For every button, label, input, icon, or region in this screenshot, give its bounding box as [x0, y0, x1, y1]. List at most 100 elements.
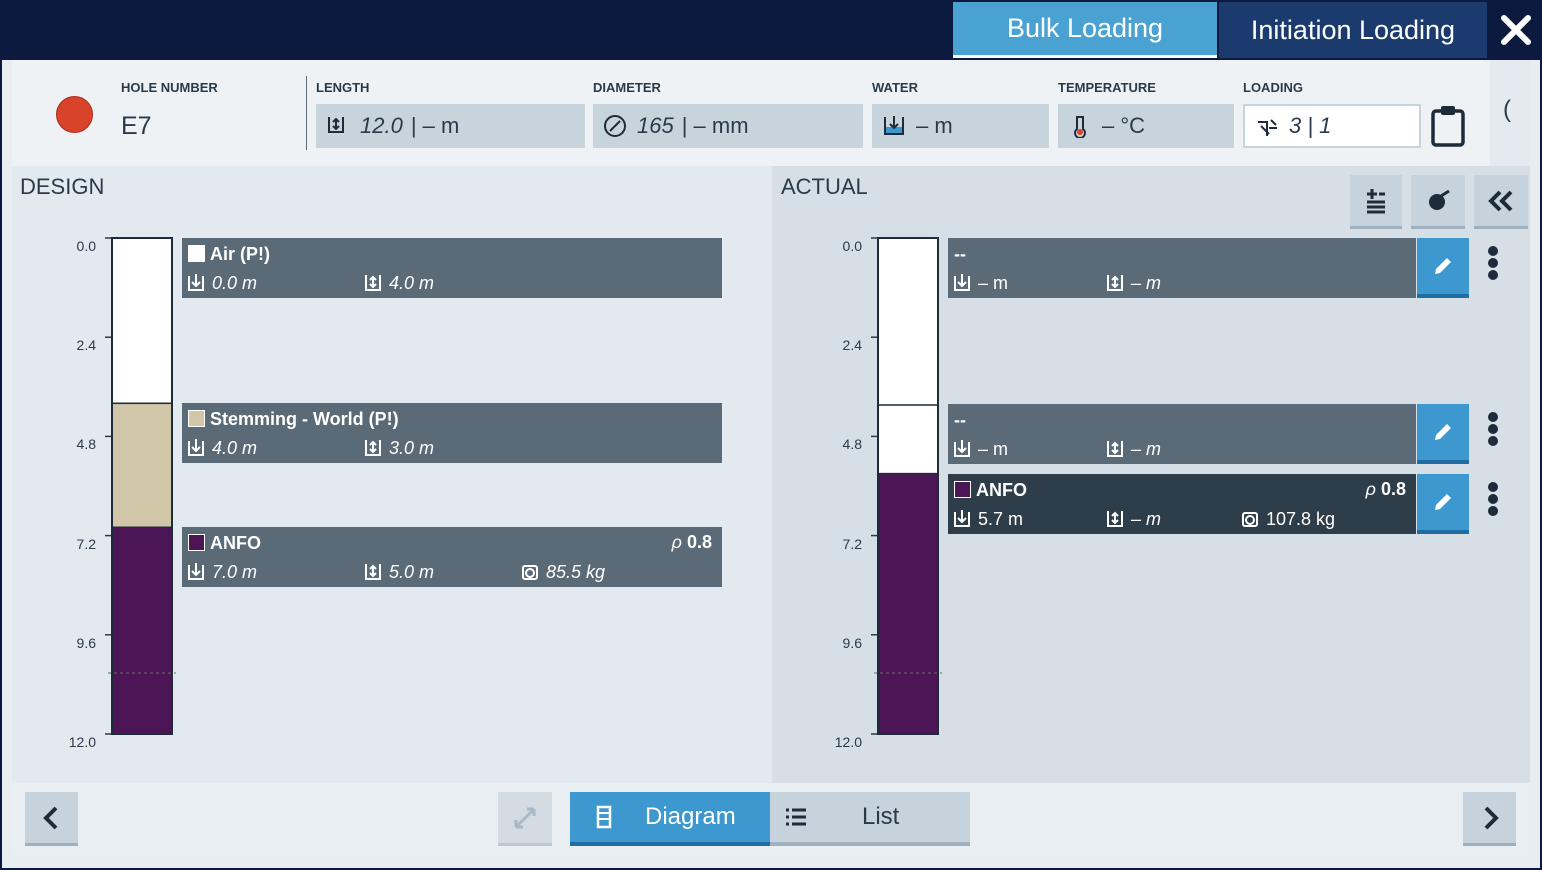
deck-depth: – m [978, 273, 1009, 293]
length-icon [365, 275, 381, 291]
deck-name: ANFO [976, 479, 1027, 500]
collapse-button[interactable] [1474, 175, 1528, 229]
deck-card: ANFO ρ 0.8 5.7 m – m 107.8 kg [948, 473, 1416, 534]
more-dot [1488, 412, 1498, 422]
deck-swatch [954, 480, 971, 498]
diameter-icon [604, 115, 626, 137]
icon-cup [1107, 510, 1123, 527]
icon-arrow [191, 439, 201, 453]
field-actual-value: | – m [410, 113, 460, 138]
primer-icon [1429, 189, 1450, 210]
temp-icon [1074, 116, 1086, 138]
icon-arrow [957, 440, 967, 454]
primer-button[interactable] [1411, 175, 1465, 229]
length-icon [1107, 275, 1123, 291]
more-dot [1488, 424, 1498, 434]
deck-card: -- – m – m [948, 404, 1416, 464]
edit-button[interactable] [1417, 238, 1469, 298]
previous-button[interactable] [25, 792, 78, 846]
more-icon [1488, 246, 1498, 280]
deck-length: – m [1131, 439, 1162, 459]
icon-arrow [1111, 441, 1119, 455]
field-box[interactable]: 3 | 1 [1243, 104, 1421, 148]
icon-part [1488, 190, 1513, 211]
tick-label: 4.8 [842, 436, 862, 453]
edit-button[interactable] [1417, 404, 1469, 464]
column-segment [877, 472, 939, 735]
tab-bulk-loading[interactable]: Bulk Loading [953, 2, 1217, 58]
depth-icon [188, 274, 204, 291]
list-icon [786, 808, 806, 826]
tick-label: 2.4 [76, 337, 96, 354]
more-dot [1488, 436, 1498, 446]
more-dot [1488, 493, 1498, 504]
deck-density: ρ 0.8 [672, 532, 712, 553]
deck-swatch [188, 245, 205, 262]
icon-bulb [1077, 129, 1083, 135]
expand-button [498, 792, 552, 846]
edit-button[interactable] [1417, 473, 1469, 534]
tab-initiation-loading[interactable]: Initiation Loading [1219, 2, 1487, 58]
icon-cup [365, 564, 381, 581]
column-segment [111, 526, 173, 735]
icon-arrow [1111, 275, 1119, 289]
previous-icon [42, 806, 57, 829]
close-button[interactable] [1494, 8, 1538, 52]
tick-label: 2.4 [842, 337, 862, 354]
icon-cup [954, 276, 970, 291]
icon-part [1367, 188, 1385, 213]
field-label: WATER [872, 80, 918, 95]
field-design-value: 12.0 [360, 113, 403, 138]
more-icon [1488, 412, 1498, 446]
field-actual-value: – m [916, 113, 953, 138]
length-icon [1107, 441, 1123, 457]
deck-length: 4.0 m [389, 273, 435, 293]
icon-part [598, 812, 610, 820]
add-deck-button[interactable] [1350, 175, 1402, 229]
field-actual-value: – °C [1102, 113, 1146, 138]
clipboard-button[interactable] [1430, 104, 1466, 148]
deck-depth: 7.0 m [212, 562, 258, 583]
edit-icon [1435, 424, 1451, 440]
collapse-toggle[interactable]: ( [1503, 96, 1511, 123]
collapse-icon [1488, 190, 1513, 211]
more-dot [1488, 258, 1498, 268]
diagram-view-button[interactable]: Diagram [570, 792, 770, 846]
icon-part [1429, 193, 1445, 210]
deck-length: 3.0 m [389, 438, 435, 459]
icon-arrow [369, 275, 377, 289]
deck-depth: – m [978, 439, 1009, 459]
icon-cup [188, 276, 204, 291]
deck-mass: 85.5 kg [546, 562, 606, 583]
next-button[interactable] [1463, 792, 1516, 846]
icon-cup [365, 275, 381, 291]
separator [306, 76, 307, 150]
diagram-icon [596, 805, 612, 829]
icon-arrow [191, 274, 201, 288]
deck-swatch [188, 410, 205, 428]
icon-arrow [369, 564, 377, 578]
list-view-button[interactable]: List [770, 792, 970, 846]
more-button[interactable] [1483, 481, 1503, 528]
length-icon [365, 564, 381, 581]
icon-cup [328, 117, 344, 133]
icon-part [596, 805, 612, 829]
add-deck-icon [1367, 188, 1385, 213]
icon-part [1441, 106, 1455, 115]
icon-tube [1074, 116, 1086, 138]
column-outline [111, 237, 173, 735]
icon-arrow [889, 116, 899, 130]
tick-label: 12.0 [68, 734, 96, 750]
list-label: List [862, 803, 900, 830]
icon-cup [1107, 441, 1123, 457]
more-button[interactable] [1483, 246, 1503, 292]
more-dot [1488, 246, 1498, 256]
more-button[interactable] [1483, 412, 1503, 458]
depth-icon [954, 509, 970, 527]
deck-name: Stemming - World (P!) [210, 409, 399, 430]
side-panel [1490, 60, 1530, 166]
icon-cup [954, 442, 970, 457]
expand-icon [514, 807, 536, 828]
